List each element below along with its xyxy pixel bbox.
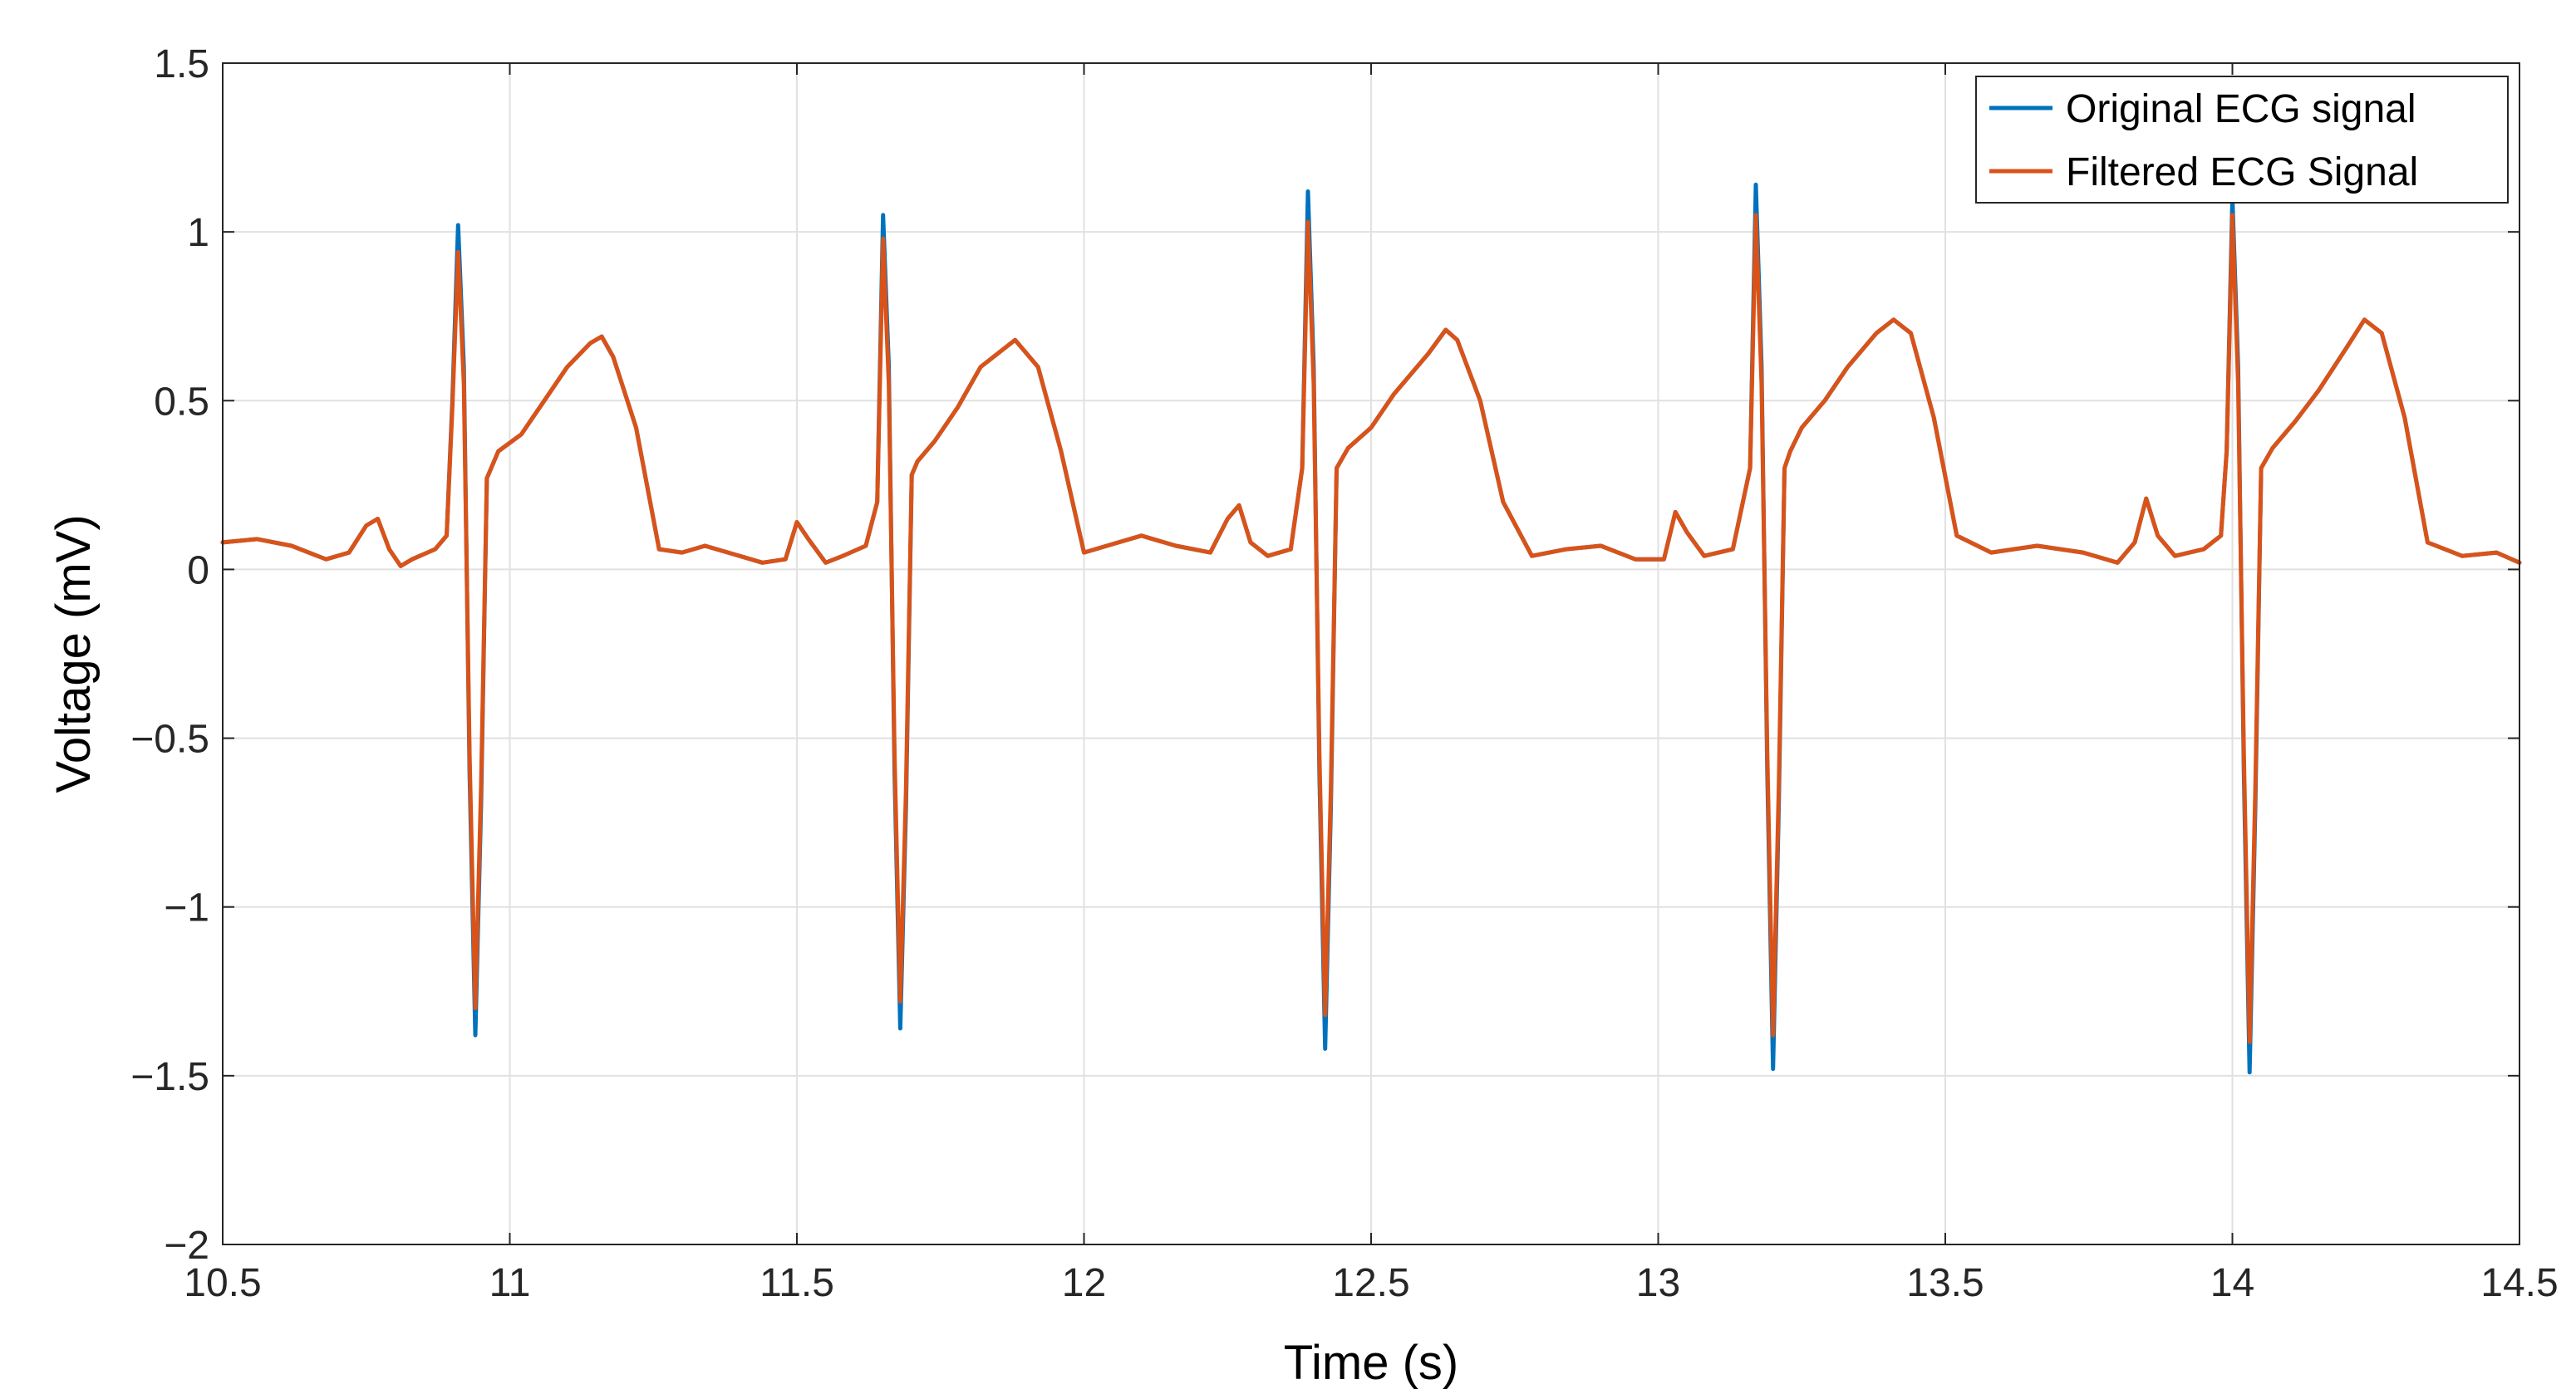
x-tick-label: 11.5 bbox=[760, 1261, 834, 1305]
x-axis-title: Time (s) bbox=[1284, 1336, 1458, 1390]
y-tick-label: 0.5 bbox=[154, 380, 209, 424]
x-tick-label: 12 bbox=[1062, 1261, 1106, 1305]
legend-box bbox=[1975, 76, 2509, 204]
legend: Original ECG signal Filtered ECG Signal bbox=[1975, 76, 2509, 204]
y-tick-label: −1 bbox=[164, 886, 209, 930]
y-tick-label: 0 bbox=[187, 548, 209, 592]
x-tick-labels: 10.5 11 11.5 12 12.5 13 13.5 14 14.5 bbox=[184, 1261, 2558, 1305]
x-tick-label: 11 bbox=[489, 1261, 531, 1305]
x-tick-label: 13 bbox=[1636, 1261, 1680, 1305]
grid-lines bbox=[222, 62, 2520, 1245]
legend-label-original: Original ECG signal bbox=[2066, 87, 2416, 131]
x-tick-label: 10.5 bbox=[184, 1261, 261, 1305]
series-lines bbox=[220, 182, 2522, 1075]
y-tick-labels: −2 −1.5 −1 −0.5 0 0.5 1 1.5 bbox=[130, 42, 209, 1268]
axis-ticks bbox=[222, 62, 2520, 1245]
series-line-filtered bbox=[220, 213, 2522, 1044]
y-tick-label: −1.5 bbox=[130, 1055, 209, 1099]
legend-label-filtered: Filtered ECG Signal bbox=[2066, 150, 2418, 194]
x-tick-label: 12.5 bbox=[1332, 1261, 1409, 1305]
y-axis-title: Voltage (mV) bbox=[47, 514, 101, 793]
y-tick-label: −2 bbox=[164, 1224, 209, 1268]
x-tick-label: 14.5 bbox=[2480, 1261, 2558, 1305]
y-tick-label: −0.5 bbox=[130, 718, 209, 762]
y-tick-label: 1 bbox=[187, 211, 209, 255]
x-tick-label: 14 bbox=[2210, 1261, 2254, 1305]
x-tick-label: 13.5 bbox=[1906, 1261, 1984, 1305]
y-tick-label: 1.5 bbox=[154, 42, 209, 86]
